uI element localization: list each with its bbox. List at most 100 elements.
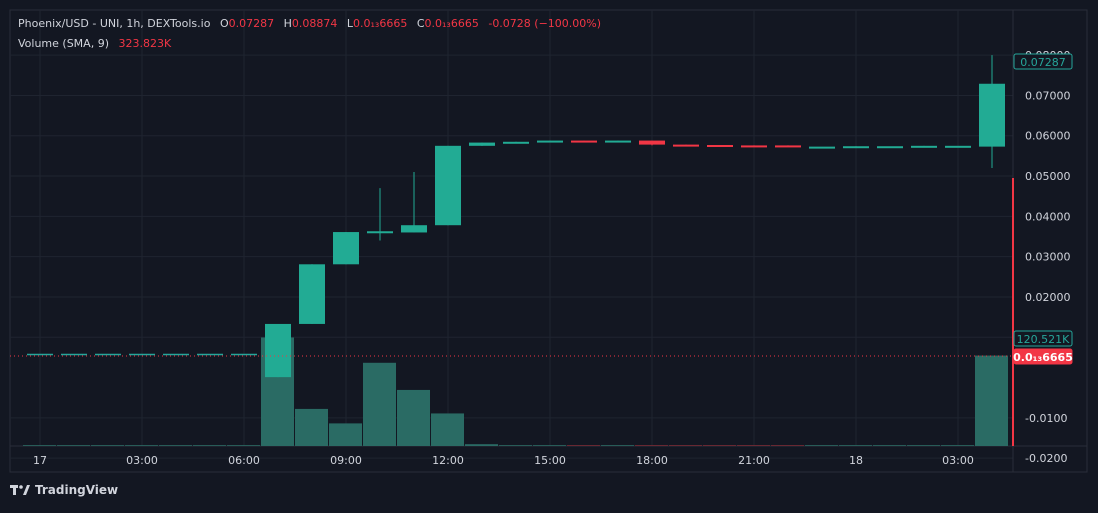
price-tick-label: 0.05000 xyxy=(1025,170,1071,183)
candle-body xyxy=(945,145,971,148)
candle-body xyxy=(265,323,291,378)
candle-body xyxy=(741,145,767,148)
price-tick-label: -0.0200 xyxy=(1025,452,1067,465)
volume-bar xyxy=(57,445,90,446)
close-label: C xyxy=(416,17,425,30)
volume-badge-bg xyxy=(1013,330,1073,347)
volume-bar xyxy=(125,445,158,446)
volume-row: Volume (SMA, 9) 323.823K xyxy=(18,34,601,54)
price-tick-label: 0.02000 xyxy=(1025,291,1071,304)
candle-body xyxy=(809,146,835,149)
volume-bar xyxy=(941,445,974,446)
low-value: 0.0₁₃6665 xyxy=(353,17,408,30)
price-tick-label: 0.04000 xyxy=(1025,210,1071,223)
volume-bar xyxy=(907,445,940,446)
close-price-badge: 0.0₁₃6665 xyxy=(1013,348,1073,365)
volume-indicator-value: 323.823K xyxy=(118,37,172,50)
volume-indicator-label[interactable]: Volume (SMA, 9) xyxy=(18,37,109,50)
chart-frame xyxy=(9,9,1088,473)
volume-bar xyxy=(159,445,192,446)
last-price-badge-text: 0.07287 xyxy=(1020,56,1066,69)
time-tick-label: 03:00 xyxy=(942,454,974,467)
price-axis[interactable]: 0.080000.070000.060000.050000.040000.030… xyxy=(1025,49,1071,465)
volume-bar xyxy=(295,408,328,446)
volume-badge: 120.521K xyxy=(1013,330,1073,347)
volume-bar xyxy=(91,445,124,446)
close-price-badge-text: 0.0₁₃6665 xyxy=(1013,351,1073,364)
time-tick-label: 06:00 xyxy=(228,454,260,467)
volume-bar xyxy=(635,445,668,446)
volume-bar xyxy=(193,445,226,446)
volume-bar xyxy=(23,445,56,446)
volume-bar xyxy=(397,389,430,446)
candle-body xyxy=(775,145,801,148)
tradingview-branding[interactable]: TradingView xyxy=(10,483,118,497)
candle-body xyxy=(299,264,325,324)
close-value: 0.0₁₃6665 xyxy=(424,17,479,30)
symbol-row: Phoenix/USD - UNI, 1h, DEXTools.io O0.07… xyxy=(18,14,601,34)
price-tick-label: 0.03000 xyxy=(1025,251,1071,264)
high-value: 0.08874 xyxy=(291,17,338,30)
volume-bar xyxy=(329,423,362,446)
time-tick-label: 18 xyxy=(849,454,863,467)
candle-body xyxy=(707,145,733,148)
volume-bar xyxy=(431,413,464,446)
price-badges: 0.07287 120.521K 0.0₁₃6665 xyxy=(1013,53,1073,365)
tradingview-logo-text: TradingView xyxy=(35,483,119,497)
candle-body xyxy=(911,145,937,148)
volume-bar xyxy=(805,445,838,446)
volume-bar xyxy=(975,355,1008,446)
candle-body xyxy=(435,145,461,226)
price-lines xyxy=(10,178,1014,446)
candle-body xyxy=(979,83,1005,147)
grid-lines xyxy=(9,9,1088,473)
change-value: -0.0728 (−100.00%) xyxy=(488,17,602,30)
candle-body xyxy=(843,146,869,149)
tradingview-logo-icon xyxy=(10,485,30,495)
time-tick-label: 03:00 xyxy=(126,454,158,467)
volume-bar xyxy=(771,445,804,446)
candle-body xyxy=(503,141,529,144)
price-tick-label: 0.06000 xyxy=(1025,130,1071,143)
chart-legend: Phoenix/USD - UNI, 1h, DEXTools.io O0.07… xyxy=(18,14,601,54)
time-tick-label: 12:00 xyxy=(432,454,464,467)
volume-bar xyxy=(533,445,566,446)
time-tick-label: 17 xyxy=(33,454,47,467)
candle-body xyxy=(605,140,631,143)
volume-bar xyxy=(669,445,702,446)
candle-body xyxy=(367,231,393,234)
volume-bar xyxy=(601,445,634,446)
open-label: O xyxy=(219,17,229,30)
candle-body xyxy=(537,140,563,143)
time-axis[interactable]: 17 03:00 06:00 09:00 12:00 15:00 18:00 21:00 18 0… xyxy=(33,454,974,467)
close-price-badge-bg xyxy=(1013,348,1073,365)
candle-body xyxy=(639,140,665,145)
last-price-badge-bg xyxy=(1013,53,1073,70)
volume-bar xyxy=(227,445,260,446)
low-label: L xyxy=(346,17,354,30)
time-tick-label: 21:00 xyxy=(738,454,770,467)
volume-bar xyxy=(499,445,532,446)
candle-body xyxy=(673,144,699,147)
volume-badge-text: 120.521K xyxy=(1017,333,1070,346)
last-price-badge: 0.07287 xyxy=(1013,53,1073,70)
price-tick-label: -0.0100 xyxy=(1025,412,1067,425)
time-tick-label: 15:00 xyxy=(534,454,566,467)
open-value: 0.07287 xyxy=(228,17,275,30)
time-tick-label: 09:00 xyxy=(330,454,362,467)
symbol-title[interactable]: Phoenix/USD - UNI, 1h, DEXTools.io xyxy=(18,17,211,30)
time-tick-label: 18:00 xyxy=(636,454,668,467)
volume-bar xyxy=(363,362,396,446)
candle-body xyxy=(401,225,427,233)
volume-bar xyxy=(703,445,736,446)
volume-bar xyxy=(737,445,770,446)
candle-body xyxy=(571,140,597,143)
high-label: H xyxy=(283,17,292,30)
candle-body xyxy=(469,142,495,146)
volume-bar xyxy=(839,445,872,446)
volume-bar xyxy=(873,445,906,446)
volume-bar xyxy=(465,444,498,446)
price-tick-label: 0.07000 xyxy=(1025,89,1071,102)
